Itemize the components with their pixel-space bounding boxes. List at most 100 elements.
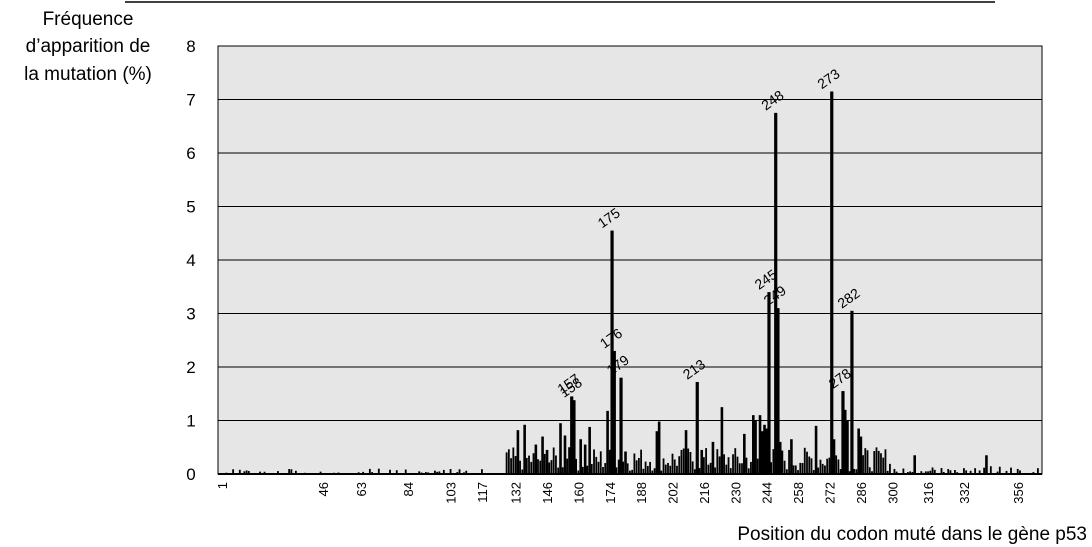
bar — [519, 460, 521, 474]
bar — [505, 452, 508, 474]
bar — [599, 451, 602, 474]
bar — [1037, 468, 1039, 474]
bar — [868, 467, 871, 474]
y-tick-label: 0 — [186, 465, 195, 484]
bar — [716, 449, 719, 474]
bar — [433, 470, 436, 474]
bar — [682, 448, 685, 474]
bar — [404, 469, 407, 474]
y-tick-label: 4 — [186, 251, 195, 270]
bar — [238, 469, 241, 474]
bar — [889, 463, 891, 474]
bar — [846, 420, 849, 474]
x-tick-label: 132 — [509, 482, 524, 504]
bar — [593, 449, 595, 474]
bar — [792, 465, 795, 474]
bar — [760, 431, 764, 474]
bar — [996, 471, 999, 474]
bar — [559, 423, 562, 474]
bar — [741, 463, 743, 474]
bar — [895, 471, 898, 474]
bar — [537, 459, 539, 474]
bar — [642, 468, 645, 474]
x-tick-label: 244 — [760, 482, 775, 504]
bar — [770, 462, 773, 474]
bar — [608, 449, 611, 474]
bar — [751, 415, 755, 474]
bar — [866, 450, 869, 474]
bar — [826, 458, 829, 474]
bar — [548, 462, 551, 474]
bar — [886, 470, 889, 474]
bar — [418, 471, 421, 474]
bar — [568, 447, 571, 474]
x-tick-label: 174 — [603, 482, 618, 504]
bar — [449, 469, 452, 474]
bar — [998, 466, 1001, 474]
bar — [290, 469, 293, 474]
bar — [684, 430, 688, 474]
x-tick-label: 258 — [791, 482, 806, 504]
y-tick-label: 8 — [186, 37, 195, 56]
bar — [974, 468, 977, 474]
y-tick-label: 6 — [186, 144, 195, 163]
bar — [855, 469, 858, 474]
bar — [714, 467, 716, 474]
bar-codon-175 — [610, 230, 614, 474]
x-tick-label: 286 — [854, 482, 869, 504]
x-tick-label: 356 — [1011, 482, 1026, 504]
bar — [839, 469, 842, 474]
bar — [631, 469, 634, 474]
bar — [662, 458, 665, 474]
bar — [389, 469, 391, 474]
bar — [711, 441, 715, 474]
bar — [978, 470, 981, 474]
bar — [718, 456, 721, 474]
bar — [817, 467, 820, 474]
bar — [857, 428, 860, 474]
bar — [651, 470, 654, 474]
bar — [534, 444, 538, 474]
bar — [259, 471, 261, 474]
bar — [756, 458, 759, 474]
bar — [602, 467, 604, 474]
bar — [644, 461, 647, 474]
x-tick-label: 216 — [697, 482, 712, 504]
bar — [629, 470, 631, 474]
bar — [649, 461, 651, 474]
y-tick-label: 7 — [186, 91, 195, 110]
bar — [617, 459, 620, 474]
bar — [758, 415, 762, 474]
x-tick-label: 84 — [401, 482, 416, 496]
x-tick-label: 332 — [957, 482, 972, 504]
bar — [633, 453, 636, 474]
bar — [579, 439, 582, 474]
x-tick-label: 272 — [823, 482, 838, 504]
bar — [705, 448, 708, 474]
bar — [963, 468, 965, 474]
bar — [734, 448, 737, 474]
x-tick-label: 230 — [728, 482, 743, 504]
x-tick-label: 1 — [215, 482, 230, 489]
bar — [788, 449, 790, 474]
bar — [736, 456, 739, 474]
bar — [530, 461, 533, 474]
bar — [288, 469, 291, 474]
bar — [947, 469, 950, 474]
bar — [635, 460, 638, 474]
x-tick-label: 117 — [475, 482, 490, 503]
bar — [516, 430, 520, 474]
bar — [723, 454, 725, 474]
bar — [245, 470, 248, 474]
bar — [877, 450, 880, 474]
bar — [362, 471, 365, 474]
x-tick-label: 316 — [921, 482, 936, 504]
y-axis-title-line-3: la mutation (%) — [24, 64, 152, 85]
bar — [377, 468, 380, 474]
bar-codon-179 — [619, 377, 623, 474]
bar — [745, 457, 748, 474]
y-axis-title-line-1: Fréquence — [43, 9, 134, 30]
bar — [294, 470, 297, 474]
bar — [983, 467, 985, 474]
